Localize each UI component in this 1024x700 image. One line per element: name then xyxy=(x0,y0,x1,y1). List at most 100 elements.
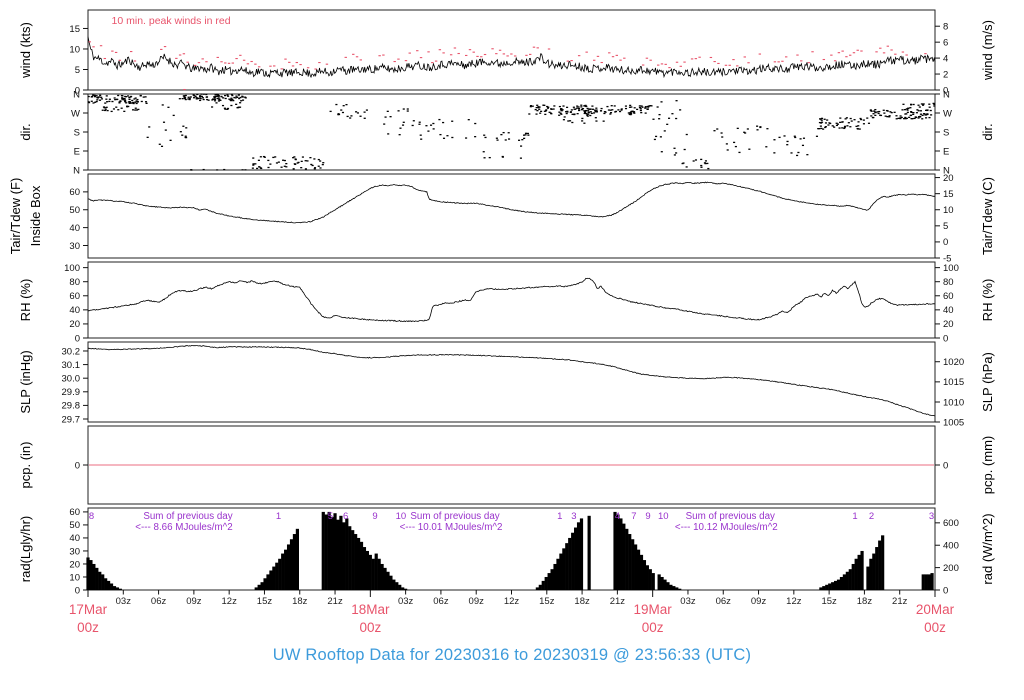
dir-dot xyxy=(910,111,913,113)
dir-dot xyxy=(438,118,441,121)
peak-wind-mark xyxy=(781,60,784,62)
peak-wind-mark xyxy=(246,63,250,65)
dir-dot xyxy=(783,135,786,137)
panel-tair: 30 40 50 60 -5 0 5 10 15 20 Tair/Tdew (F) Inside Bo… xyxy=(8,173,995,264)
y-tick-label: 1005 xyxy=(943,417,964,428)
y-tick-label: 0 xyxy=(75,85,80,96)
rad-bar xyxy=(860,550,864,590)
rad-bar xyxy=(675,587,679,590)
peak-wind-mark xyxy=(284,58,287,60)
rad-bar xyxy=(327,511,331,590)
dir-dot xyxy=(488,156,491,159)
peak-wind-mark xyxy=(773,61,777,63)
dir-dot xyxy=(573,113,576,116)
peak-wind-mark xyxy=(536,47,539,49)
dir-dot xyxy=(933,105,936,107)
wind-trace xyxy=(87,36,936,79)
dir-dot xyxy=(202,168,205,171)
dir-dot xyxy=(227,95,230,97)
peak-wind-mark xyxy=(498,49,502,51)
dir-dot xyxy=(442,137,446,139)
dir-dot xyxy=(310,163,313,166)
rad-bar xyxy=(565,543,569,590)
dir-dot xyxy=(258,166,261,168)
dir-dot xyxy=(815,135,819,137)
dir-dot xyxy=(519,157,522,159)
y-tick-label: 60 xyxy=(943,291,954,302)
dir-dot xyxy=(765,146,768,148)
dir-dot xyxy=(235,95,238,97)
peak-wind-mark xyxy=(397,58,400,60)
right-axis-title: wind (m/s) xyxy=(980,20,995,81)
dir-dot xyxy=(536,104,539,106)
dir-dot xyxy=(587,108,590,110)
dir-dot xyxy=(389,116,392,118)
dir-dot xyxy=(167,106,170,108)
dir-dot xyxy=(199,95,202,98)
dir-dot xyxy=(899,117,902,120)
peak-wind-mark xyxy=(875,51,878,53)
dir-dot xyxy=(226,108,229,110)
dir-dot xyxy=(900,116,903,119)
rad-bar xyxy=(672,586,676,590)
dir-dot xyxy=(917,110,920,112)
rad-bar xyxy=(553,563,557,590)
peak-wind-mark xyxy=(698,56,701,58)
dir-dot xyxy=(817,127,820,130)
rad-bar xyxy=(848,569,852,590)
dir-dot xyxy=(572,106,575,108)
dir-dot xyxy=(609,109,612,111)
dir-dot xyxy=(595,109,598,111)
dir-dot xyxy=(586,115,589,117)
dir-dot xyxy=(363,111,366,113)
peak-wind-mark xyxy=(585,51,588,53)
dir-dot xyxy=(587,111,590,114)
dir-dot xyxy=(285,166,288,168)
x-hour-label: 15z xyxy=(821,596,837,607)
dir-dot xyxy=(559,112,562,114)
dir-dot xyxy=(736,127,739,130)
dir-dot xyxy=(116,98,119,101)
dir-dot xyxy=(411,124,414,127)
peak-wind-mark xyxy=(736,65,739,67)
dir-dot xyxy=(915,116,918,119)
dir-dot xyxy=(114,98,117,101)
dir-dot xyxy=(124,95,127,98)
dir-dot xyxy=(108,100,111,103)
dir-dot xyxy=(531,105,534,107)
dir-dot xyxy=(340,109,343,111)
dir-dot xyxy=(903,108,906,111)
dir-dot xyxy=(824,122,828,124)
dir-dot xyxy=(206,98,209,101)
dir-dot xyxy=(538,106,541,108)
rad-bar xyxy=(86,557,90,590)
dir-dot xyxy=(129,102,132,104)
x-hour-label: 09z xyxy=(751,596,767,607)
x-hour-label: 15z xyxy=(257,596,273,607)
rad-bar xyxy=(657,574,661,590)
dir-dot xyxy=(402,121,405,123)
dir-dot xyxy=(928,116,931,119)
left-axis-title: Inside Box xyxy=(28,185,43,246)
rad-bar xyxy=(356,537,361,590)
dir-dot xyxy=(766,128,769,130)
dir-dot xyxy=(537,106,540,108)
peak-wind-mark xyxy=(743,56,746,58)
dir-dot xyxy=(628,112,632,114)
dir-dot xyxy=(910,110,913,113)
dir-dot xyxy=(184,97,187,99)
dir-dot xyxy=(161,104,164,106)
dir-dot xyxy=(906,111,909,114)
dir-dot xyxy=(181,97,184,100)
dir-dot xyxy=(917,116,921,118)
dir-dot xyxy=(628,113,631,115)
dir-dot xyxy=(300,167,303,169)
dir-dot xyxy=(924,114,927,116)
peak-wind-mark xyxy=(257,66,261,68)
dir-dot xyxy=(874,114,877,116)
peak-wind-mark xyxy=(314,68,317,70)
dir-dot xyxy=(618,110,622,113)
dir-dot xyxy=(214,95,217,98)
dir-dot xyxy=(158,143,161,145)
dir-dot xyxy=(101,109,104,111)
